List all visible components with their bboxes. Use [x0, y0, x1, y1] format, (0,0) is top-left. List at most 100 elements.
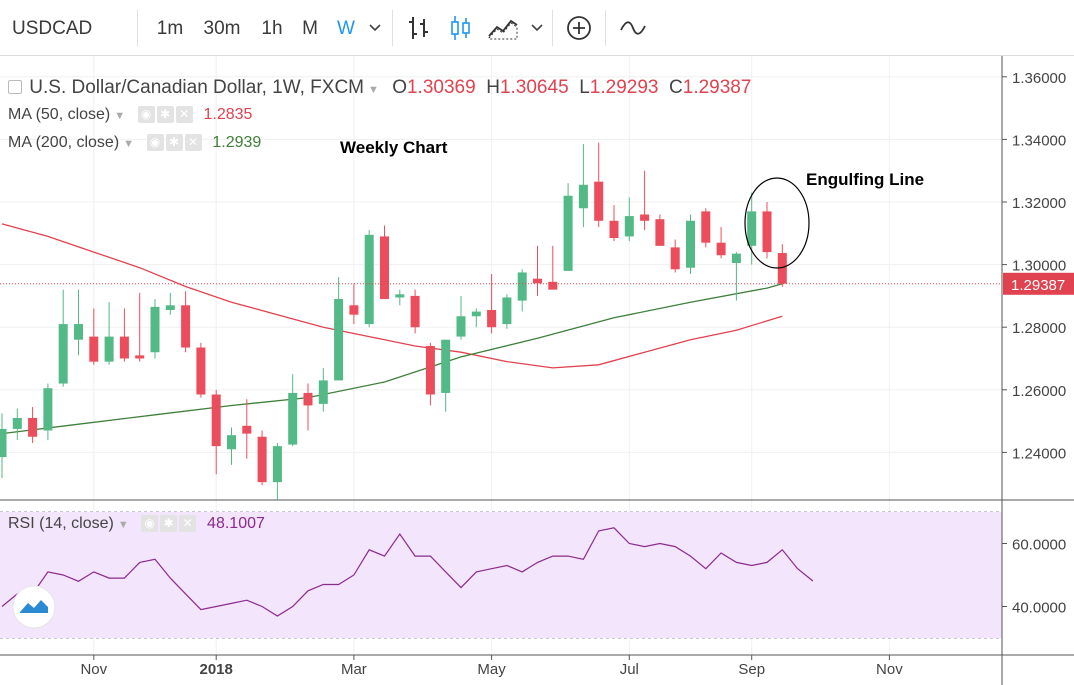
rsi-line — [1, 527, 814, 617]
chevron-down-icon[interactable] — [530, 22, 544, 32]
candle-body — [89, 336, 99, 362]
candle-body — [303, 392, 313, 406]
rsi-series — [1, 527, 814, 617]
eye-icon[interactable]: ◉ — [141, 515, 159, 533]
chevron-down-icon[interactable] — [368, 22, 382, 32]
bar-chart-icon[interactable] — [405, 14, 433, 42]
interval-1h-button[interactable]: 1h — [261, 18, 283, 39]
close-icon[interactable]: ✕ — [179, 515, 197, 533]
candle-body — [196, 347, 206, 395]
gear-icon[interactable]: ✱ — [156, 106, 174, 124]
candle-body — [12, 417, 22, 429]
candle-body — [334, 299, 344, 381]
eye-icon[interactable]: ◉ — [137, 106, 155, 124]
candle-body — [74, 324, 83, 340]
candle-body — [441, 339, 451, 393]
high-value: 1.30645 — [499, 77, 569, 98]
candle-body — [762, 211, 772, 253]
candle-body — [456, 316, 466, 337]
time-tick-label: Nov — [80, 661, 107, 678]
candle-body — [594, 181, 604, 221]
close-label: C — [669, 77, 683, 98]
symbol-label[interactable]: USDCAD — [12, 18, 93, 39]
compare-icon[interactable] — [618, 14, 648, 42]
gear-icon[interactable]: ✱ — [165, 134, 183, 152]
open-label: O — [392, 77, 407, 98]
price-tick-label: 1.36000 — [1012, 70, 1066, 87]
candle-body — [425, 345, 435, 395]
interval-month-button[interactable]: M — [302, 18, 318, 39]
close-icon[interactable]: ✕ — [175, 106, 193, 124]
candle-body — [533, 278, 542, 284]
candlestick-icon[interactable] — [447, 14, 475, 42]
candle-body — [0, 428, 7, 458]
chevron-down-icon[interactable]: ▼ — [114, 110, 126, 122]
price-tick-label: 1.30000 — [1012, 258, 1066, 275]
candle-body — [43, 388, 53, 431]
interval-1m-button[interactable]: 1m — [156, 18, 184, 39]
collapse-icon[interactable] — [8, 80, 22, 94]
toolbar-divider — [552, 10, 553, 46]
time-tick-label: Sep — [738, 661, 765, 678]
eye-icon[interactable]: ◉ — [146, 134, 164, 152]
candle-body — [731, 253, 741, 264]
candle-body — [563, 195, 573, 271]
series-title: U.S. Dollar/Canadian Dollar, 1W, FXCM — [29, 77, 365, 98]
candle-body — [640, 214, 650, 221]
engulfing-line-annotation: Engulfing Line — [806, 170, 925, 189]
candle-body — [655, 219, 665, 246]
price-tick-label: 1.28000 — [1012, 320, 1066, 337]
time-tick-label: Nov — [876, 661, 903, 678]
candle-body — [487, 309, 497, 328]
candle-body — [364, 234, 374, 325]
add-indicator-icon[interactable] — [565, 14, 593, 42]
rsi-tick-label: 60.0000 — [1012, 537, 1066, 554]
candle-body — [135, 355, 145, 359]
rsi-value: 48.1007 — [207, 515, 265, 532]
rsi-tick-label: 40.0000 — [1012, 600, 1066, 617]
candle-body — [58, 324, 68, 384]
main-legend: U.S. Dollar/Canadian Dollar, 1W, FXCM ▼ O… — [8, 77, 751, 99]
candle-body — [624, 216, 634, 237]
time-tick-label: May — [477, 661, 506, 678]
candle-body — [548, 281, 558, 290]
last-price-label: 1.29387 — [1011, 277, 1065, 294]
candle-body — [517, 272, 527, 301]
candle-body — [28, 417, 38, 437]
candle-body — [609, 220, 619, 238]
ma50-label: MA (50, close) — [8, 106, 111, 123]
candlestick-series — [0, 142, 787, 500]
gear-icon[interactable]: ✱ — [160, 515, 178, 533]
chevron-down-icon[interactable]: ▼ — [368, 84, 379, 96]
time-tick-label: Jul — [620, 661, 639, 678]
area-chart-icon[interactable] — [487, 14, 519, 42]
candle-body — [272, 446, 282, 483]
weekly-chart-annotation: Weekly Chart — [340, 138, 448, 157]
rsi-label: RSI (14, close) — [8, 515, 114, 532]
time-tick-label: Mar — [341, 661, 367, 678]
candle-body — [578, 184, 588, 209]
interval-30m-button[interactable]: 30m — [203, 18, 241, 39]
close-icon[interactable]: ✕ — [184, 134, 202, 152]
open-value: 1.30369 — [406, 77, 476, 98]
rsi-legend: RSI (14, close) ▼ ◉ ✱ ✕ 48.1007 — [8, 515, 265, 533]
ma50-value: 1.2835 — [203, 106, 253, 123]
high-label: H — [486, 77, 500, 98]
toolbar-divider — [137, 10, 138, 46]
candle-body — [349, 305, 359, 315]
candle-body — [227, 435, 236, 450]
time-tick-label: 2018 — [200, 661, 233, 678]
chevron-down-icon[interactable]: ▼ — [117, 519, 129, 531]
low-value: 1.29293 — [589, 77, 659, 98]
logo-icon[interactable] — [12, 585, 56, 629]
candle-body — [686, 220, 695, 268]
candle-body — [119, 336, 129, 359]
interval-week-button[interactable]: W — [337, 18, 355, 39]
candle-body — [211, 394, 221, 447]
candle-body — [502, 297, 512, 325]
chevron-down-icon[interactable]: ▼ — [123, 138, 135, 150]
price-tick-label: 1.32000 — [1012, 195, 1066, 212]
low-label: L — [579, 77, 590, 98]
price-tick-label: 1.26000 — [1012, 383, 1066, 400]
